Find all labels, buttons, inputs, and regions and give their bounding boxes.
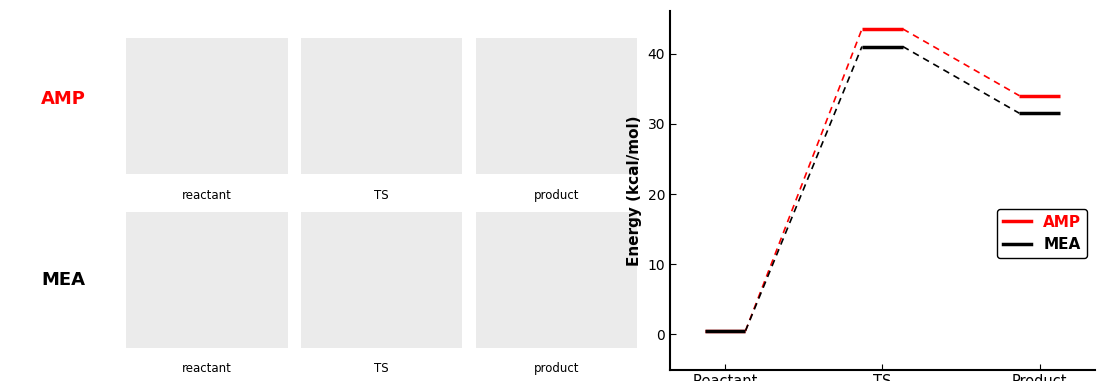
Text: reactant: reactant bbox=[182, 362, 232, 375]
Text: TS: TS bbox=[374, 189, 389, 202]
Y-axis label: Energy (kcal/mol): Energy (kcal/mol) bbox=[627, 115, 641, 266]
FancyBboxPatch shape bbox=[301, 212, 462, 348]
Text: AMP: AMP bbox=[41, 90, 86, 108]
Text: TS: TS bbox=[374, 362, 389, 375]
Text: product: product bbox=[533, 362, 580, 375]
FancyBboxPatch shape bbox=[301, 38, 462, 174]
FancyBboxPatch shape bbox=[126, 212, 288, 348]
FancyBboxPatch shape bbox=[476, 38, 637, 174]
Legend: AMP, MEA: AMP, MEA bbox=[998, 208, 1087, 258]
Text: reactant: reactant bbox=[182, 189, 232, 202]
FancyBboxPatch shape bbox=[126, 38, 288, 174]
Text: product: product bbox=[533, 189, 580, 202]
Text: MEA: MEA bbox=[42, 271, 86, 289]
FancyBboxPatch shape bbox=[476, 212, 637, 348]
